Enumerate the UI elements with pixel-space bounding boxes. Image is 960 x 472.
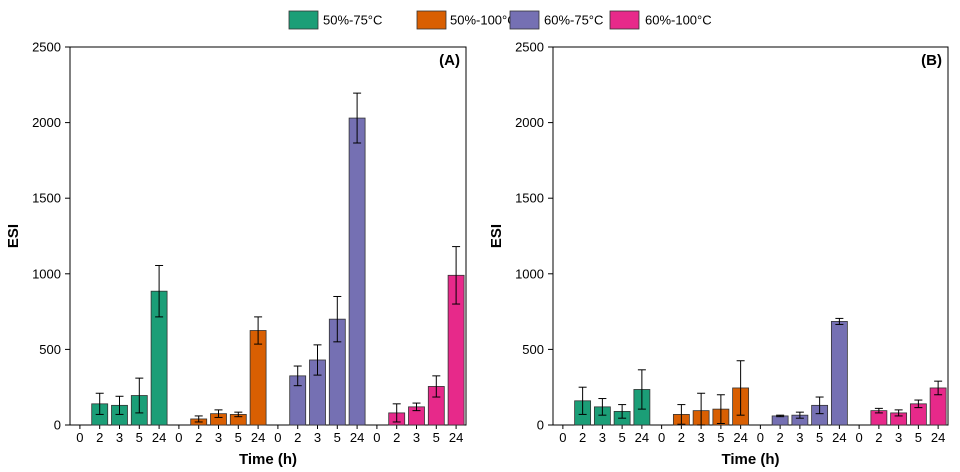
panel-a-y-tick-label-5: 2500 [32, 40, 61, 55]
panel-a-y-axis-title: ESI [5, 224, 22, 248]
panel-a-x-tick-label-0: 0 [76, 430, 83, 445]
panel-b-x-tick-label-0: 0 [559, 430, 566, 445]
legend-swatch-2 [416, 10, 447, 30]
panel-b-x-tick-label-15: 0 [856, 430, 863, 445]
panel-a-x-tick-label-9: 24 [251, 430, 265, 445]
legend-label-1: 50%-75°C [323, 13, 382, 28]
legend-label-3: 60%-75°C [544, 13, 603, 28]
panel-b-x-tick-label-6: 2 [678, 430, 685, 445]
panel-b-x-axis-title: Time (h) [721, 451, 779, 468]
panel-b-y-tick-label-4: 2000 [515, 115, 544, 130]
panel-b-x-tick-label-1: 2 [579, 430, 586, 445]
panel-b-x-tick-label-19: 24 [931, 430, 945, 445]
panel-b-x-tick-label-9: 24 [733, 430, 747, 445]
panel-b-x-tick-label-5: 0 [658, 430, 665, 445]
panel-b-y-tick-label-0: 0 [537, 418, 544, 433]
legend-label-4: 60%-100°C [645, 13, 712, 28]
panel-a-x-tick-label-4: 24 [152, 430, 166, 445]
panel-a-y-tick-label-3: 1500 [32, 191, 61, 206]
panel-a-plot-frame [69, 46, 467, 426]
panel-b-y-axis-title: ESI [488, 224, 505, 248]
panel-a-x-tick-label-17: 3 [413, 430, 420, 445]
panel-b-x-tick-label-3: 5 [619, 430, 626, 445]
panel-a-bar-3-4 [348, 117, 366, 426]
panel-a-x-tick-label-6: 2 [195, 430, 202, 445]
panel-a-x-axis-title: Time (h) [239, 451, 297, 468]
panel-b-x-tick-label-10: 0 [757, 430, 764, 445]
panel-b-x-tick-label-8: 5 [717, 430, 724, 445]
panel-b-y-tick-label-3: 1500 [515, 191, 544, 206]
panel-b-x-tick-label-7: 3 [698, 430, 705, 445]
panel-a-x-tick-label-3: 5 [136, 430, 143, 445]
panel-a-y-tick-label-0: 0 [54, 418, 61, 433]
panel-b-x-tick-label-14: 24 [832, 430, 846, 445]
panel-a-x-tick-label-2: 3 [116, 430, 123, 445]
panel-a-x-tick-label-5: 0 [175, 430, 182, 445]
legend-swatch-3 [509, 10, 540, 30]
panel-a-x-tick-label-11: 2 [294, 430, 301, 445]
panel-b-label: (B) [921, 52, 942, 69]
panel-a-x-tick-label-12: 3 [314, 430, 321, 445]
panel-b-x-tick-label-18: 5 [915, 430, 922, 445]
panel-a-x-tick-label-15: 0 [373, 430, 380, 445]
panel-b-bar-3-1 [771, 415, 789, 426]
panel-a-x-tick-label-16: 2 [393, 430, 400, 445]
legend-swatch-1 [288, 10, 319, 30]
panel-b-x-tick-label-13: 5 [816, 430, 823, 445]
panel-b-y-tick-label-5: 2500 [515, 40, 544, 55]
panel-b-plot-frame [552, 46, 949, 426]
panel-b-y-tick-label-1: 500 [522, 342, 544, 357]
panel-b-x-tick-label-11: 2 [777, 430, 784, 445]
panel-a-x-tick-label-7: 3 [215, 430, 222, 445]
panel-a-x-tick-label-8: 5 [235, 430, 242, 445]
panel-a-x-tick-label-13: 5 [334, 430, 341, 445]
panel-b-y-tick-label-2: 1000 [515, 266, 544, 281]
panel-b-x-tick-label-17: 3 [895, 430, 902, 445]
legend-swatch-4 [609, 10, 640, 30]
panel-a-y-tick-label-1: 500 [39, 342, 61, 357]
panel-a-x-tick-label-14: 24 [350, 430, 364, 445]
panel-a-x-tick-label-19: 24 [449, 430, 463, 445]
panel-a-y-tick-label-2: 1000 [32, 266, 61, 281]
panel-b-x-tick-label-12: 3 [796, 430, 803, 445]
panel-b-x-tick-label-4: 24 [635, 430, 649, 445]
panel-a-x-tick-label-10: 0 [274, 430, 281, 445]
panel-b-x-tick-label-2: 3 [599, 430, 606, 445]
panel-a-y-tick-label-4: 2000 [32, 115, 61, 130]
panel-a-bar-2-4 [249, 330, 267, 426]
panel-a-label: (A) [439, 52, 460, 69]
panel-b-x-tick-label-16: 2 [875, 430, 882, 445]
panel-a-x-tick-label-18: 5 [433, 430, 440, 445]
panel-b-bar-3-4 [830, 321, 848, 426]
legend-label-2: 50%-100°C [450, 13, 517, 28]
panel-a-x-tick-label-1: 2 [96, 430, 103, 445]
